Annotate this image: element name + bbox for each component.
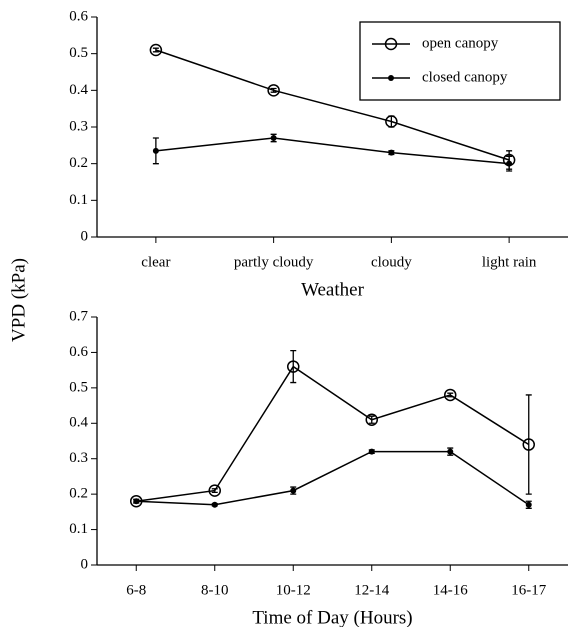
x-tick-label: clear — [141, 254, 170, 270]
point — [152, 147, 159, 154]
x-axis-label: Time of Day (Hours) — [252, 607, 412, 627]
point — [447, 448, 454, 455]
point — [368, 448, 375, 455]
x-tick-label: 8-10 — [201, 582, 229, 598]
x-tick-label: 16-17 — [511, 582, 546, 598]
point — [384, 37, 398, 51]
point — [211, 501, 218, 508]
x-tick-label: 6-8 — [126, 582, 146, 598]
y-tick-label: 0.6 — [69, 8, 88, 24]
point — [365, 413, 378, 426]
y-tick-label: 0.3 — [69, 450, 88, 466]
x-axis-label: Weather — [301, 279, 364, 300]
series-line — [155, 137, 510, 165]
error-bar — [525, 394, 532, 495]
y-tick-label: 0 — [81, 556, 89, 572]
x-tick-label: 14-16 — [433, 582, 468, 598]
legend-label: closed canopy — [422, 69, 508, 85]
error-bar — [290, 350, 297, 384]
y-tick-label: 0.4 — [69, 415, 88, 431]
series-line — [155, 49, 510, 161]
y-tick-label: 0.2 — [69, 486, 88, 502]
y-tick-label: 0.1 — [69, 192, 88, 208]
y-tick-label: 0.4 — [69, 82, 88, 98]
legend-box — [359, 21, 561, 101]
point — [133, 498, 140, 505]
y-tick-label: 0.6 — [69, 344, 88, 360]
y-tick-label: 0.3 — [69, 118, 88, 134]
y-tick-label: 0.5 — [69, 379, 88, 395]
point — [522, 438, 535, 451]
series-line — [136, 365, 530, 502]
y-tick-label: 0 — [81, 228, 89, 244]
series-line — [136, 450, 530, 506]
error-bar — [152, 47, 159, 53]
x-tick-label: cloudy — [371, 254, 412, 270]
error-bar — [368, 415, 375, 424]
point — [267, 84, 280, 97]
error-bar — [270, 87, 277, 93]
point — [388, 149, 395, 156]
point — [525, 501, 532, 508]
error-bar — [447, 392, 454, 398]
x-tick-label: 10-12 — [276, 582, 311, 598]
y-tick-label: 0.5 — [69, 45, 88, 61]
x-tick-label: 12-14 — [354, 582, 389, 598]
y-tick-label: 0.7 — [69, 308, 88, 324]
point — [149, 43, 163, 57]
point — [208, 484, 221, 497]
y-axis-label: VPD (kPa) — [8, 258, 29, 342]
point — [385, 115, 398, 128]
point — [444, 388, 457, 402]
point — [506, 160, 513, 167]
y-tick-label: 0.1 — [69, 521, 88, 537]
point — [290, 487, 297, 494]
point — [287, 360, 300, 373]
x-tick-label: light rain — [482, 254, 537, 270]
point — [388, 75, 394, 81]
y-tick-label: 0.2 — [69, 155, 88, 171]
error-bar — [211, 488, 218, 494]
legend-label: open canopy — [422, 35, 499, 51]
point — [270, 135, 277, 141]
x-tick-label: partly cloudy — [234, 254, 314, 270]
